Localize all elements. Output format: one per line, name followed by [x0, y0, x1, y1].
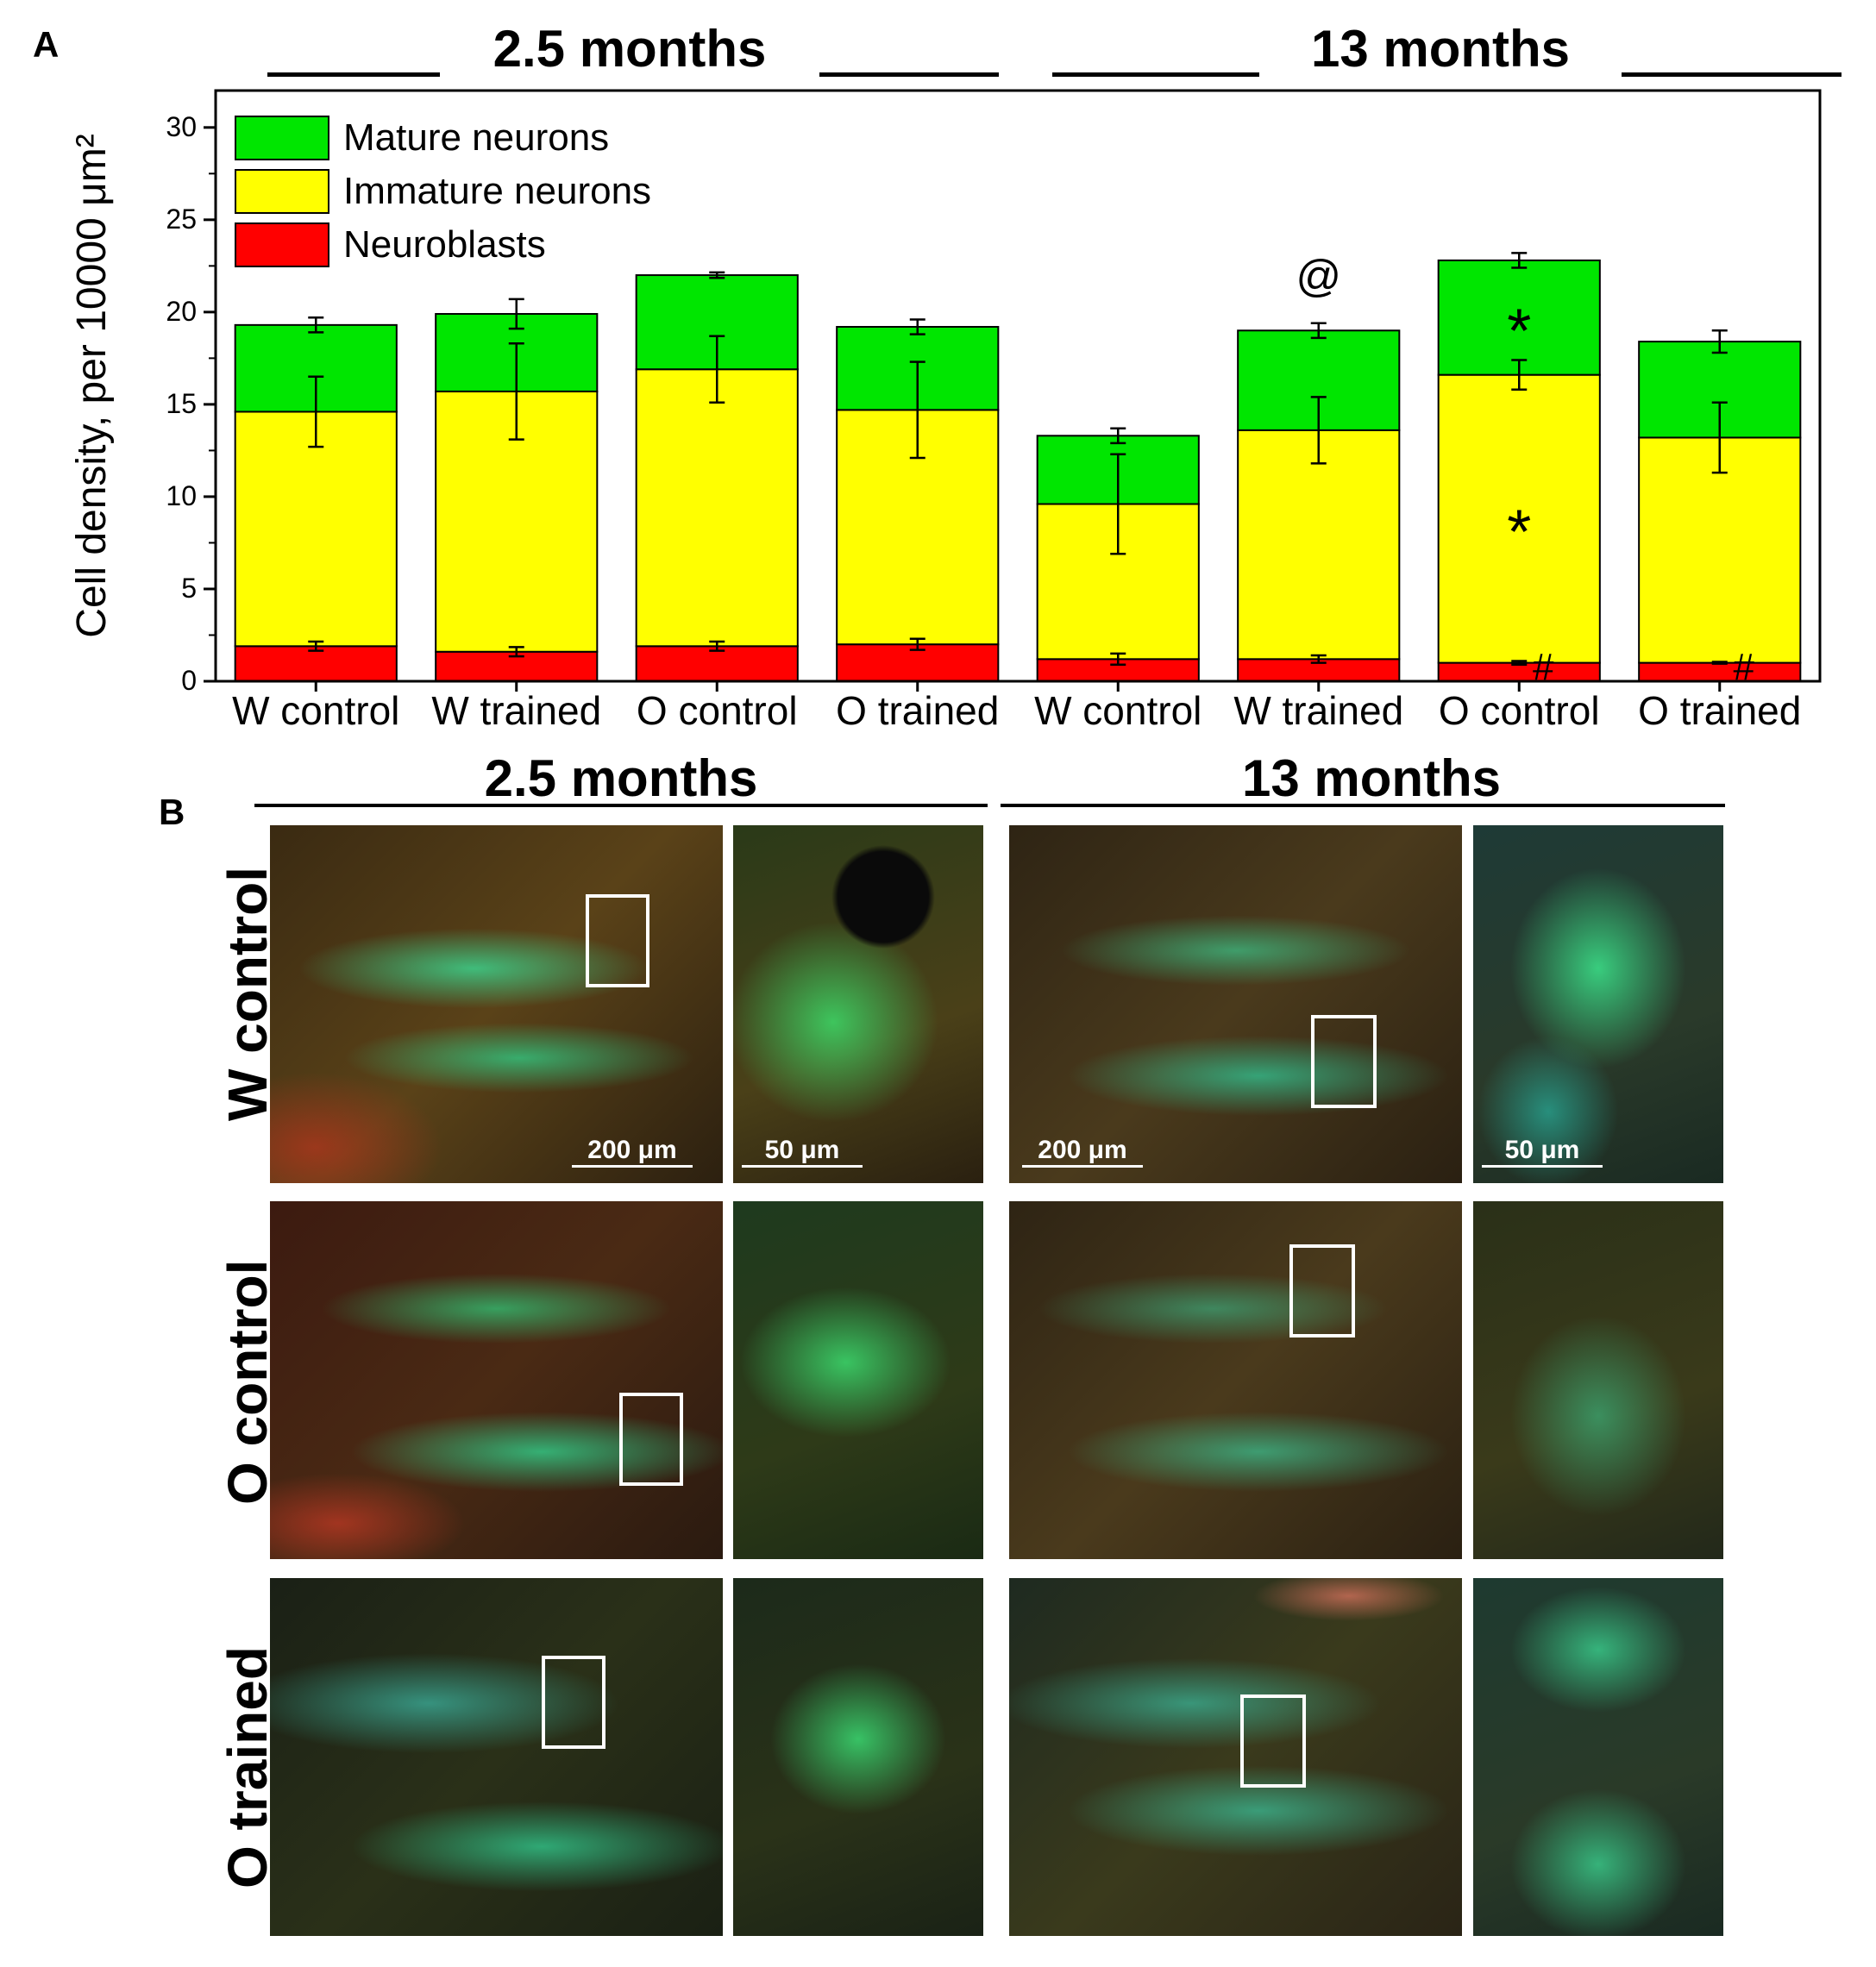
y-tick-label: 5: [181, 573, 197, 604]
micrograph-o-control-2-5m-overview: [270, 1201, 723, 1559]
axes-layer: 0 5 10 15 20 25 30 W control W trained O control O…: [166, 89, 1822, 733]
panel-b-line-13-months: [1001, 804, 1725, 807]
group-title-2-5-months: 2.5 months: [440, 19, 819, 78]
x-tick-label: W trained: [431, 688, 601, 733]
x-tick-label: O control: [637, 688, 798, 733]
y-axis-label: Cell density, per 10000 μm²: [69, 134, 115, 637]
scale-bar-overview: 200 μm: [572, 1136, 693, 1168]
micrograph-o-control-2-5m-zoom: [733, 1201, 983, 1559]
bar-immature-neurons: [1437, 373, 1601, 664]
micrograph-o-control-13m-overview: [1009, 1201, 1462, 1559]
x-tick-label: O control: [1439, 688, 1600, 733]
errorbars-layer: [308, 252, 1728, 666]
bar-immature-neurons: [1638, 436, 1802, 664]
bar-neuroblasts: [1638, 661, 1802, 682]
roi-box: [586, 894, 649, 987]
y-tick-label: 30: [166, 111, 197, 142]
micrograph-o-trained-2-5m-zoom: [733, 1578, 983, 1936]
micrograph-o-trained-13m-zoom: [1473, 1578, 1723, 1936]
legend-label: Neuroblasts: [343, 223, 546, 266]
annotation-mark: *: [1507, 498, 1531, 567]
legend-swatch: [235, 169, 329, 214]
micrograph-o-trained-13m-overview: [1009, 1578, 1462, 1936]
y-tick-label: 25: [166, 204, 197, 235]
scale-bar-zoom: 50 μm: [1482, 1136, 1603, 1168]
y-tick-label: 10: [166, 480, 197, 511]
micrograph-w-control-2-5m-zoom: 50 μm: [733, 825, 983, 1183]
annotation-mark: @: [1296, 252, 1341, 302]
roi-box: [1240, 1695, 1306, 1788]
legend-label: Mature neurons: [343, 116, 609, 159]
roi-box: [542, 1656, 605, 1749]
scale-bar-overview: 200 μm: [1022, 1136, 1143, 1168]
panel-b-line-2-5-months: [254, 804, 988, 807]
micrograph-w-control-13m-zoom: 50 μm: [1473, 825, 1723, 1183]
scale-bar-zoom: 50 μm: [742, 1136, 863, 1168]
y-tick-label: 20: [166, 296, 197, 327]
bars-layer: [234, 259, 1802, 682]
roi-box: [619, 1393, 683, 1486]
legend-swatch: [235, 222, 329, 267]
plot-frame: [214, 89, 1822, 683]
roi-box: [1311, 1015, 1377, 1108]
bar-neuroblasts: [234, 645, 398, 682]
roi-box: [1289, 1244, 1355, 1337]
panel-a-label: A: [33, 24, 60, 65]
legend-swatch: [235, 116, 329, 160]
legend-label: Immature neurons: [343, 170, 651, 212]
bar-immature-neurons: [635, 368, 799, 648]
y-tick-label: 15: [166, 388, 197, 419]
panel-b-label: B: [159, 792, 185, 832]
panel-b-title-2-5-months: 2.5 months: [484, 749, 758, 807]
x-tick-label: W trained: [1233, 688, 1403, 733]
group-title-13-months: 13 months: [1259, 19, 1622, 78]
annotation-mark: *: [1507, 297, 1531, 366]
x-tick-label: W control: [1034, 688, 1202, 733]
panel-b-title-13-months: 13 months: [1241, 749, 1502, 807]
bar-mature-neurons: [1437, 259, 1601, 376]
y-tick-label: 0: [181, 665, 197, 696]
x-tick-label: W control: [232, 688, 399, 733]
micrograph-o-trained-2-5m-overview: [270, 1578, 723, 1936]
bar-immature-neurons: [1237, 429, 1401, 661]
micrograph-w-control-2-5m-overview: 200 μm: [270, 825, 723, 1183]
bar-immature-neurons: [234, 410, 398, 648]
legend: Mature neurons Immature neurons Neuroblast…: [235, 116, 651, 267]
x-tick-label: O trained: [1638, 688, 1801, 733]
micrograph-w-control-13m-overview: 200 μm: [1009, 825, 1462, 1183]
micrograph-o-control-13m-zoom: [1473, 1201, 1723, 1559]
x-tick-label: O trained: [836, 688, 999, 733]
annotations-layer: @**# #: [1296, 252, 1754, 688]
